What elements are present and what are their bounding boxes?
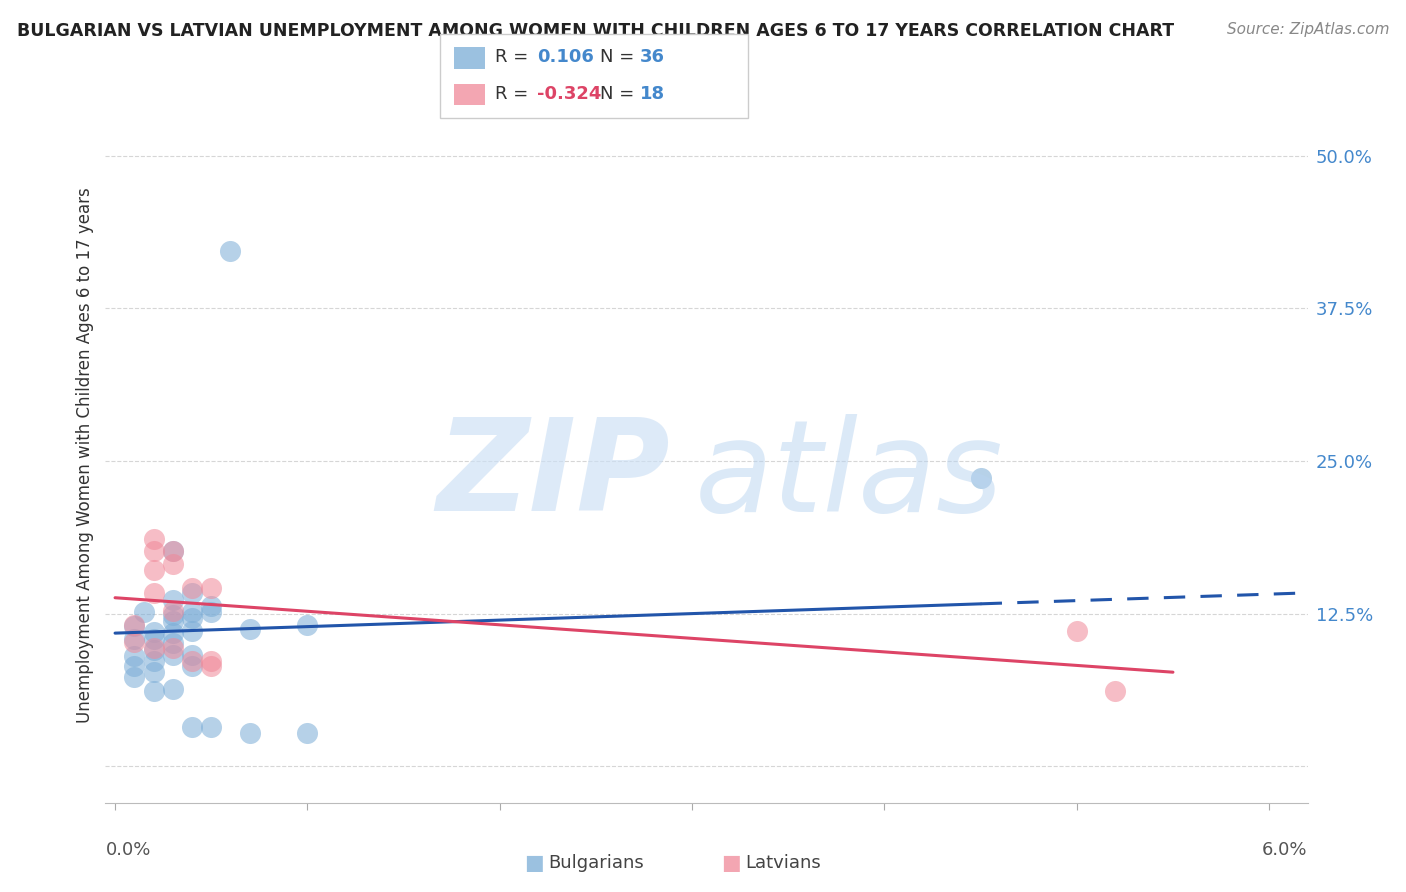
Text: 18: 18 (640, 85, 665, 103)
Point (124, 649, 146, 664)
Point (142, 532, 165, 546)
Point (200, 659, 222, 673)
Text: Source: ZipAtlas.com: Source: ZipAtlas.com (1226, 22, 1389, 37)
Text: -0.324: -0.324 (537, 85, 602, 103)
Point (162, 604, 184, 618)
Point (162, 614, 184, 628)
Point (132, 606, 155, 620)
Point (969, 471, 991, 485)
Point (142, 544, 165, 558)
Point (162, 557, 184, 571)
Text: N =: N = (600, 85, 640, 103)
Point (1066, 624, 1088, 638)
Text: BULGARIAN VS LATVIAN UNEMPLOYMENT AMONG WOMEN WITH CHILDREN AGES 6 TO 17 YEARS C: BULGARIAN VS LATVIAN UNEMPLOYMENT AMONG … (17, 22, 1174, 40)
Point (181, 581, 204, 595)
Text: 6.0%: 6.0% (1263, 841, 1308, 859)
Point (297, 617, 319, 632)
Point (200, 581, 222, 595)
Point (142, 640, 165, 655)
Point (181, 611, 204, 625)
Point (162, 593, 184, 607)
Point (124, 670, 146, 684)
Point (162, 607, 184, 622)
Point (200, 606, 222, 620)
Point (124, 617, 146, 632)
Point (200, 720, 222, 734)
Point (124, 659, 146, 673)
Point (124, 634, 146, 648)
Text: Latvians: Latvians (745, 854, 821, 871)
Point (200, 599, 222, 614)
Text: atlas: atlas (695, 414, 1002, 538)
Text: 0.0%: 0.0% (105, 841, 150, 859)
Point (181, 648, 204, 662)
Point (162, 626, 184, 640)
Point (200, 654, 222, 668)
Point (181, 586, 204, 600)
Point (162, 640, 184, 655)
Text: Bulgarians: Bulgarians (548, 854, 644, 871)
Point (297, 726, 319, 740)
Text: 0.106: 0.106 (537, 48, 593, 66)
Point (181, 654, 204, 668)
Point (162, 544, 184, 558)
Point (181, 720, 204, 734)
Point (142, 586, 165, 600)
Point (142, 643, 165, 657)
Point (124, 619, 146, 633)
Text: R =: R = (495, 48, 534, 66)
Text: N =: N = (600, 48, 640, 66)
Point (181, 624, 204, 638)
Text: ZIP: ZIP (437, 413, 671, 538)
Text: 36: 36 (640, 48, 665, 66)
Point (162, 682, 184, 697)
Point (181, 606, 204, 620)
Point (142, 654, 165, 668)
Point (219, 244, 242, 258)
Point (124, 632, 146, 647)
Point (1104, 683, 1126, 698)
Point (181, 659, 204, 673)
Point (162, 636, 184, 650)
Text: ■: ■ (721, 853, 741, 872)
Point (162, 544, 184, 558)
Point (142, 632, 165, 647)
Y-axis label: Unemployment Among Women with Children Ages 6 to 17 years: Unemployment Among Women with Children A… (76, 187, 94, 723)
Point (239, 726, 262, 740)
Point (142, 665, 165, 680)
Point (142, 563, 165, 577)
Text: R =: R = (495, 85, 534, 103)
Point (142, 683, 165, 698)
Point (162, 648, 184, 662)
Text: ■: ■ (524, 853, 544, 872)
Point (239, 623, 262, 637)
Point (142, 624, 165, 639)
